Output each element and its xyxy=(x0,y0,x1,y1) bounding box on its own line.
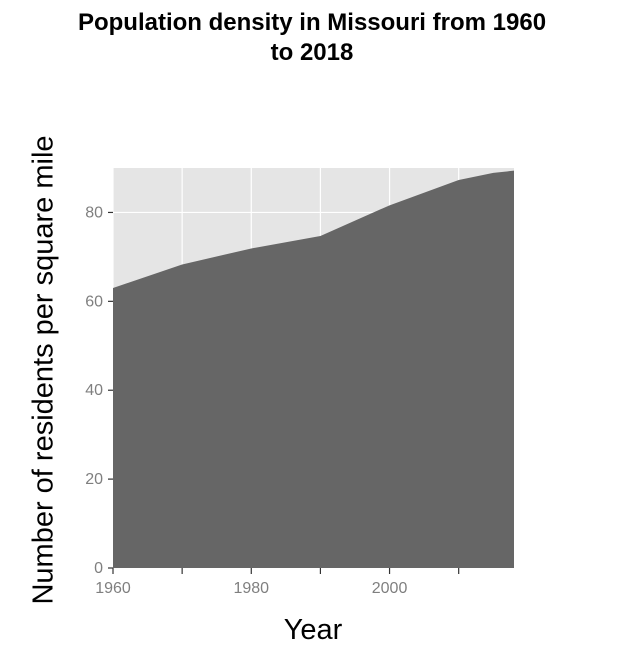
y-tick-label: 20 xyxy=(85,471,103,488)
chart-title: Population density in Missouri from 1960… xyxy=(0,8,624,68)
y-tick-label: 40 xyxy=(85,382,103,399)
chart-title-line-2: to 2018 xyxy=(270,39,354,66)
x-tick-label: 1960 xyxy=(95,580,131,597)
y-tick-label: 0 xyxy=(94,560,103,577)
y-tick-label: 60 xyxy=(85,293,103,310)
area-series xyxy=(113,170,514,568)
x-tick-label: 2000 xyxy=(372,580,408,597)
chart-title-line-1: Population density in Missouri from 1960 xyxy=(77,9,547,36)
x-axis-label: Year xyxy=(283,614,343,646)
x-tick-label: 1980 xyxy=(233,580,269,597)
y-tick-label: 80 xyxy=(85,204,103,221)
